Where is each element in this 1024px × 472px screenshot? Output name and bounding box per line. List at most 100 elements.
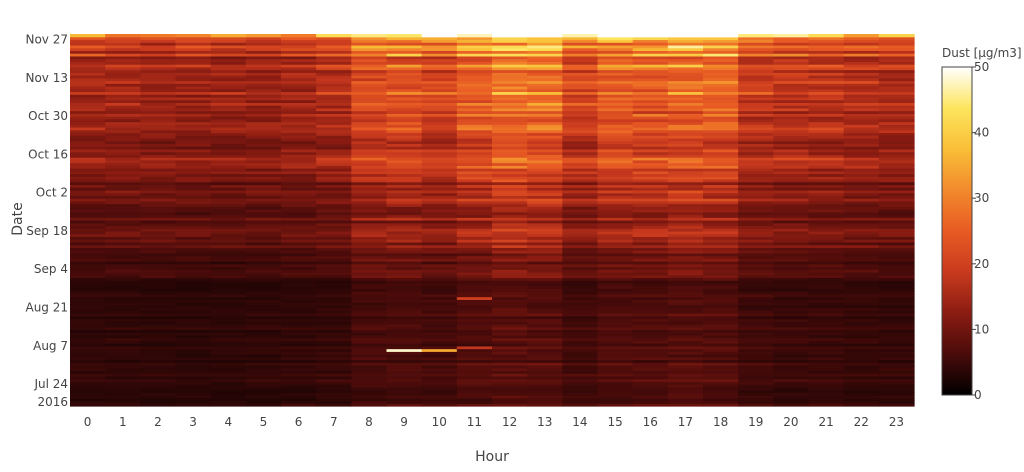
heatmap-cell (703, 69, 739, 73)
heatmap-cell (175, 274, 212, 279)
heatmap-cell (703, 121, 739, 125)
heatmap-cell (808, 66, 845, 71)
heatmap-cell (351, 236, 388, 240)
heatmap-cell (386, 362, 423, 366)
heatmap-cell (316, 173, 352, 177)
heatmap-cell (70, 116, 106, 120)
heatmap-cell (703, 36, 739, 41)
heatmap-cell (632, 162, 669, 166)
heatmap-cell (421, 116, 458, 120)
heatmap-cell (175, 157, 212, 161)
heatmap-cell (456, 99, 493, 103)
heatmap-cell (843, 321, 880, 325)
heatmap-cell (175, 323, 212, 328)
heatmap-cell (175, 250, 212, 254)
heatmap-cell (667, 162, 704, 166)
heatmap-cell (386, 170, 423, 175)
heatmap-cell (316, 132, 352, 136)
heatmap-cell (527, 381, 563, 385)
heatmap-cell (351, 364, 388, 369)
heatmap-cell (140, 47, 177, 52)
heatmap-cell (597, 373, 634, 377)
heatmap-cell (210, 395, 247, 399)
heatmap-cell (175, 83, 212, 87)
heatmap-cell (456, 137, 493, 142)
heatmap-cell (492, 239, 528, 243)
heatmap-cell (808, 83, 845, 87)
heatmap-cell (773, 148, 810, 153)
heatmap-cell (738, 170, 774, 175)
heatmap-cell (245, 356, 282, 361)
heatmap-cell (562, 241, 599, 246)
heatmap-cell (421, 280, 458, 284)
heatmap-cell (421, 176, 458, 180)
heatmap-cell (105, 198, 141, 202)
heatmap-cell (140, 378, 177, 382)
heatmap-cell (281, 400, 317, 404)
heatmap-cell (281, 75, 317, 79)
heatmap-cell (738, 58, 774, 62)
heatmap-cell (492, 203, 528, 207)
heatmap-cell (351, 304, 388, 309)
heatmap-cell (175, 217, 212, 221)
heatmap-cell (808, 165, 845, 169)
heatmap-cell (175, 85, 212, 90)
heatmap-cell (843, 318, 880, 322)
heatmap-cell (140, 157, 177, 161)
heatmap-cell (140, 334, 177, 339)
heatmap-cell (808, 334, 845, 339)
heatmap-cell (597, 36, 634, 41)
heatmap-cell (140, 230, 177, 235)
heatmap-cell (773, 129, 810, 134)
heatmap-cell (105, 280, 141, 284)
heatmap-cell (527, 315, 563, 320)
heatmap-cell (597, 99, 634, 103)
heatmap-cell (140, 332, 177, 336)
heatmap-cell (632, 165, 669, 169)
heatmap-cell (140, 233, 177, 238)
heatmap-cell (562, 252, 599, 257)
heatmap-cell (421, 362, 458, 366)
heatmap-cell (351, 326, 388, 331)
heatmap-cell (597, 50, 634, 54)
heatmap-cell (421, 148, 458, 153)
heatmap-cell (210, 39, 247, 43)
heatmap-cell (140, 400, 177, 404)
heatmap-cell (632, 329, 669, 333)
heatmap-cell (210, 247, 247, 251)
heatmap-cell (562, 389, 599, 393)
heatmap-cell (421, 50, 458, 54)
heatmap-cell (421, 34, 458, 38)
heatmap-cell (105, 304, 141, 309)
heatmap-cell (632, 88, 669, 93)
heatmap-cell (773, 304, 810, 309)
heatmap-cell (597, 181, 634, 186)
heatmap-cell (703, 99, 739, 103)
heatmap-cell (245, 340, 282, 344)
heatmap-cell (210, 258, 247, 262)
heatmap-cell (703, 332, 739, 336)
heatmap-cell (597, 170, 634, 175)
heatmap-cell (105, 329, 141, 333)
heatmap-cell (70, 178, 106, 183)
heatmap-cell (316, 403, 352, 407)
heatmap-cell (351, 277, 388, 281)
heatmap-cell (632, 105, 669, 109)
heatmap-cell (703, 299, 739, 303)
heatmap-cell (843, 354, 880, 358)
heatmap-cell (843, 61, 880, 65)
heatmap-cell (527, 345, 563, 350)
heatmap-cell (245, 397, 282, 402)
heatmap-cell (175, 386, 212, 391)
heatmap-cell (808, 386, 845, 391)
heatmap-cell (703, 170, 739, 175)
heatmap-cell (210, 83, 247, 87)
heatmap-cell (597, 255, 634, 259)
heatmap-cell (281, 310, 317, 314)
heatmap-cell (632, 340, 669, 344)
heatmap-cell (105, 44, 141, 49)
heatmap-cell (562, 337, 599, 341)
heatmap-cell (597, 354, 634, 358)
heatmap-cell (316, 105, 352, 109)
heatmap-cell (773, 222, 810, 227)
